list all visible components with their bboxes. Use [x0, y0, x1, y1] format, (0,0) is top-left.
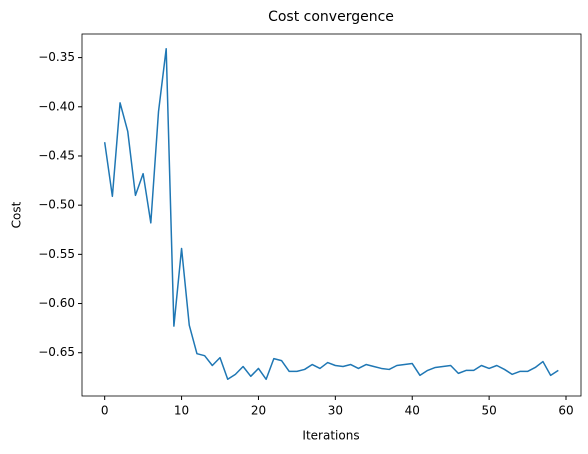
x-tick-label: 10 — [174, 404, 189, 418]
y-tick-label: −0.65 — [38, 345, 75, 359]
plot-frame — [81, 33, 582, 397]
y-tick-label: −0.45 — [38, 148, 75, 162]
x-tick-label: 0 — [101, 404, 109, 418]
x-tick-label: 40 — [405, 404, 420, 418]
y-tick-label: −0.40 — [38, 99, 75, 113]
x-tick-label: 60 — [558, 404, 573, 418]
y-tick-label: −0.60 — [38, 296, 75, 310]
x-tick-label: 30 — [328, 404, 343, 418]
x-tick-label: 50 — [481, 404, 496, 418]
y-tick-label: −0.50 — [38, 198, 75, 212]
x-axis-label: Iterations — [302, 429, 359, 443]
chart-title: Cost convergence — [268, 9, 394, 25]
y-axis-label: Cost — [10, 201, 24, 228]
line — [103, 48, 559, 381]
y-tick-label: −0.55 — [38, 247, 75, 261]
x-tick-label: 20 — [251, 404, 266, 418]
y-tick-label: −0.35 — [38, 50, 75, 64]
